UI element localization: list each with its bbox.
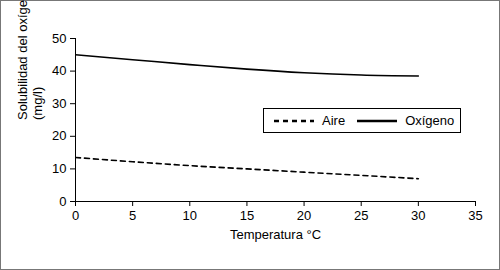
- svg-text:0: 0: [59, 194, 66, 209]
- html-text:Aire: Aire: [322, 113, 346, 129]
- svg-text:35: 35: [468, 208, 482, 223]
- svg-text:30: 30: [411, 208, 425, 223]
- svg-text:50: 50: [52, 31, 66, 46]
- svg-text:30: 30: [52, 96, 66, 111]
- svg-text:10: 10: [183, 208, 197, 223]
- svg-text:Temperatura °C: Temperatura °C: [230, 227, 321, 242]
- svg-text:40: 40: [52, 63, 66, 78]
- svg-text:20: 20: [297, 208, 311, 223]
- svg-text:Solubilidad del oxígeno(mg/l): Solubilidad del oxígeno(mg/l): [15, 0, 45, 120]
- html-text:Oxígeno: Oxígeno: [405, 113, 455, 129]
- svg-text:25: 25: [354, 208, 368, 223]
- svg-text:10: 10: [52, 161, 66, 176]
- svg-text:0: 0: [72, 208, 79, 223]
- svg-text:20: 20: [52, 128, 66, 143]
- svg-text:5: 5: [129, 208, 136, 223]
- svg-text:15: 15: [240, 208, 254, 223]
